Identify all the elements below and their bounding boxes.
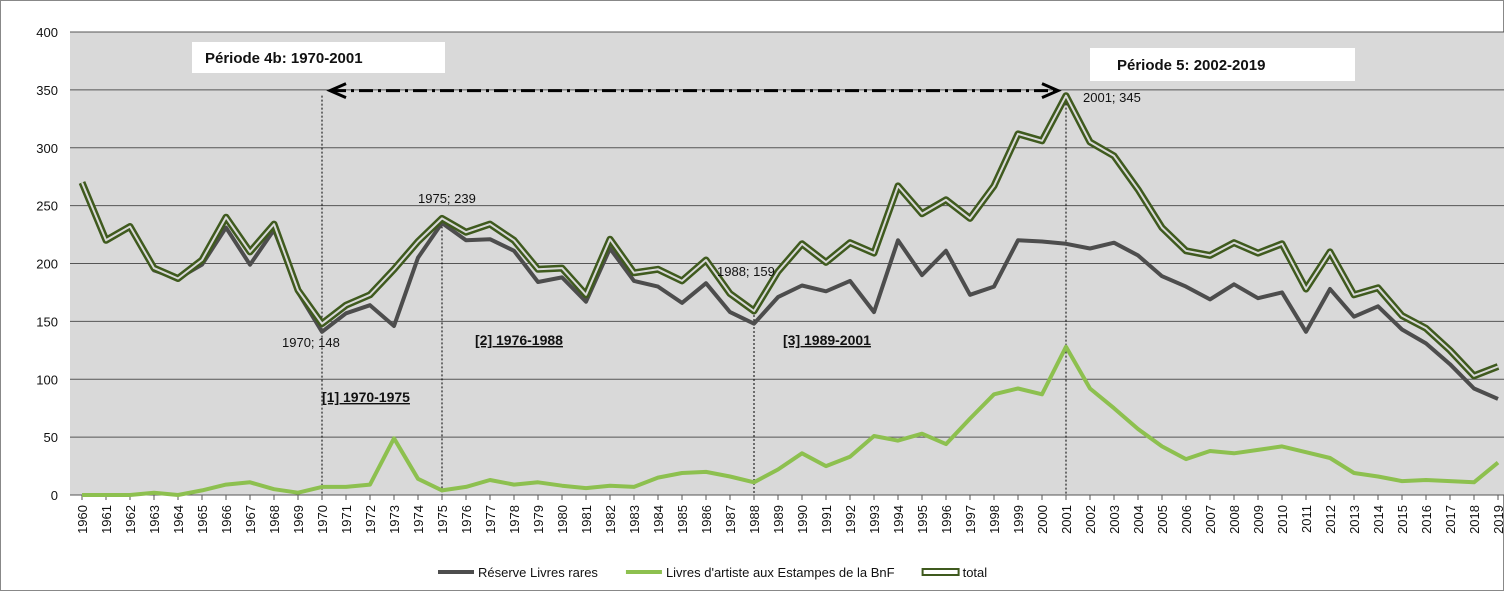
x-tick-label: 2008 — [1227, 505, 1242, 534]
x-tick-label: 2013 — [1347, 505, 1362, 534]
label-box — [1090, 48, 1355, 81]
x-tick-label: 1971 — [339, 505, 354, 534]
series-line — [82, 344, 1500, 497]
x-tick-label: 1984 — [651, 505, 666, 534]
y-tick-label: 50 — [44, 430, 58, 445]
x-tick-label: 1964 — [171, 505, 186, 534]
x-tick-label: 1976 — [459, 505, 474, 534]
annotation: Période 5: 2002-2019 — [1117, 57, 1265, 74]
x-tick-label: 1981 — [579, 505, 594, 534]
x-tick-label: 2016 — [1419, 505, 1434, 534]
x-tick-label: 1987 — [723, 505, 738, 534]
y-tick-label: 250 — [36, 199, 58, 214]
x-tick-label: 1995 — [915, 505, 930, 534]
x-tick-label: 2019 — [1491, 505, 1504, 534]
x-tick-label: 1989 — [771, 505, 786, 534]
x-tick-label: 1991 — [819, 505, 834, 534]
x-tick-label: 2000 — [1035, 505, 1050, 534]
annotation: 1975; 239 — [418, 191, 476, 206]
x-tick-label: 1974 — [411, 505, 426, 534]
x-tick-label: 1962 — [123, 505, 138, 534]
series-line — [80, 181, 1499, 401]
x-tick-label: 2014 — [1371, 505, 1386, 534]
x-tick-label: 1998 — [987, 505, 1002, 534]
x-tick-label: 1963 — [147, 505, 162, 534]
legend-label: Réserve Livres rares — [478, 565, 598, 580]
y-tick-label: 150 — [36, 314, 58, 329]
x-tick-label: 1969 — [291, 505, 306, 534]
x-tick-label: 1992 — [843, 505, 858, 534]
x-tick-label: 1960 — [75, 505, 90, 534]
x-tick-label: 1979 — [531, 505, 546, 534]
annotation: Période 4b: 1970-2001 — [205, 50, 363, 67]
y-tick-label: 100 — [36, 372, 58, 387]
legend-swatch — [921, 568, 960, 576]
x-tick-label: 2003 — [1107, 505, 1122, 534]
x-tick-label: 1982 — [603, 505, 618, 534]
annotation: [3] 1989-2001 — [783, 332, 871, 348]
annotation: [2] 1976-1988 — [475, 332, 563, 348]
annotation: 1988; 159 — [717, 264, 775, 279]
x-tick-label: 1983 — [627, 505, 642, 534]
x-tick-label: 1977 — [483, 505, 498, 534]
y-tick-label: 350 — [36, 83, 58, 98]
x-tick-label: 2005 — [1155, 505, 1170, 534]
x-tick-label: 2009 — [1251, 505, 1266, 534]
annotation: 2001; 345 — [1083, 90, 1141, 105]
y-tick-label: 400 — [36, 25, 58, 40]
x-tick-label: 1965 — [195, 505, 210, 534]
annotation: 1970; 148 — [282, 335, 340, 350]
x-tick-label: 2012 — [1323, 505, 1338, 534]
x-tick-label: 2010 — [1275, 505, 1290, 534]
legend-label: total — [963, 565, 988, 580]
x-tick-label: 1972 — [363, 505, 378, 534]
x-tick-label: 1961 — [99, 505, 114, 534]
total-line-inner — [81, 94, 1499, 377]
x-tick-label: 2007 — [1203, 505, 1218, 534]
x-tick-label: 2006 — [1179, 505, 1194, 534]
x-tick-label: 1970 — [315, 505, 330, 534]
x-tick-label: 1967 — [243, 505, 258, 534]
y-tick-label: 300 — [36, 141, 58, 156]
x-tick-label: 2018 — [1467, 505, 1482, 534]
x-tick-label: 1975 — [435, 505, 450, 534]
x-tick-label: 1968 — [267, 505, 282, 534]
x-tick-label: 1986 — [699, 505, 714, 534]
annotation: [1] 1970-1975 — [322, 389, 410, 405]
x-tick-label: 1994 — [891, 505, 906, 534]
legend-label: Livres d'artiste aux Estampes de la BnF — [666, 565, 895, 580]
x-tick-label: 1980 — [555, 505, 570, 534]
arrow-head — [1041, 82, 1062, 100]
x-tick-label: 1993 — [867, 505, 882, 534]
x-tick-label: 2011 — [1299, 505, 1314, 533]
x-tick-label: 1966 — [219, 505, 234, 534]
x-tick-label: 1978 — [507, 505, 522, 534]
x-tick-label: 2002 — [1083, 505, 1098, 534]
x-tick-label: 1990 — [795, 505, 810, 534]
x-tick-label: 1973 — [387, 505, 402, 534]
x-tick-label: 2004 — [1131, 505, 1146, 534]
x-tick-label: 1988 — [747, 505, 762, 534]
x-tick-label: 1997 — [963, 505, 978, 534]
label-box — [192, 42, 445, 73]
y-tick-label: 200 — [36, 257, 58, 272]
x-tick-label: 1999 — [1011, 505, 1026, 534]
y-tick-label: 0 — [51, 488, 58, 503]
x-tick-label: 2001 — [1059, 505, 1074, 534]
x-tick-label: 2017 — [1443, 505, 1458, 534]
x-tick-label: 1996 — [939, 505, 954, 534]
arrow-head — [326, 82, 347, 100]
x-tick-label: 2015 — [1395, 505, 1410, 534]
x-tick-label: 1985 — [675, 505, 690, 534]
